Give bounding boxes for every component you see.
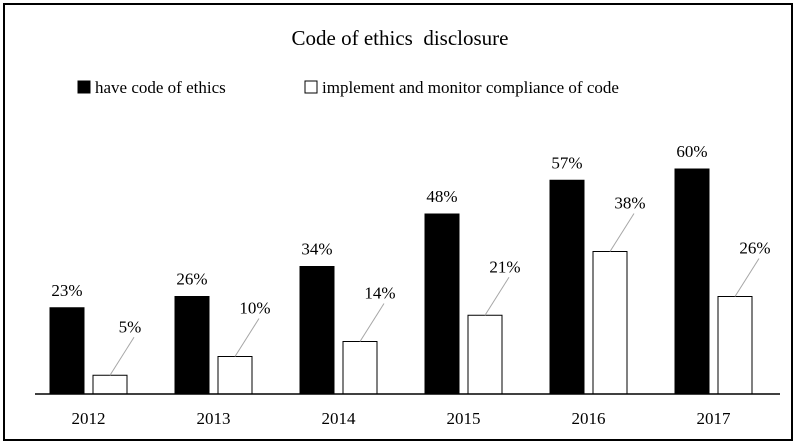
bar-implement-monitor-2016 (592, 251, 628, 395)
leader-line-2013 (234, 318, 260, 357)
bar-have-code-2013 (174, 296, 210, 395)
x-tick-label-2016: 2016 (572, 409, 606, 428)
data-label-implement-monitor-2016: 38% (614, 194, 645, 213)
legend-swatch-have-code (77, 80, 91, 94)
data-label-implement-monitor-2013: 10% (239, 299, 270, 318)
bar-implement-monitor-2014 (342, 341, 378, 395)
data-label-have-code-2014: 34% (301, 240, 332, 259)
legend: have code of ethics implement and monito… (77, 78, 619, 97)
leader-line-2014 (359, 303, 385, 342)
data-label-implement-monitor-2015: 21% (489, 257, 520, 276)
x-tick-label-2014: 2014 (322, 409, 357, 428)
leader-line-2017 (734, 258, 760, 297)
bar-implement-monitor-2012 (92, 374, 128, 395)
chart-frame (3, 3, 793, 441)
x-tick-label-2012: 2012 (72, 409, 106, 428)
bars-layer: 23% 5% 26% 10% 34% 14% 48% 21% 57% 38% 60% 26% (49, 142, 771, 395)
x-tick-label-2013: 2013 (197, 409, 231, 428)
bar-have-code-2017 (674, 168, 710, 395)
bar-have-code-2015 (424, 213, 460, 395)
data-label-have-code-2016: 57% (551, 153, 582, 172)
bar-implement-monitor-2013 (217, 356, 253, 395)
data-label-implement-monitor-2017: 26% (739, 239, 770, 258)
bar-have-code-2012 (49, 307, 85, 395)
data-label-have-code-2015: 48% (426, 187, 457, 206)
data-label-implement-monitor-2012: 5% (119, 317, 142, 336)
legend-label-have-code: have code of ethics (95, 78, 226, 97)
data-label-have-code-2013: 26% (176, 270, 207, 289)
leader-line-2015 (484, 276, 510, 316)
x-tick-label-2015: 2015 (447, 409, 481, 428)
x-tick-label-2017: 2017 (697, 409, 732, 428)
x-tick-labels: 2012 2013 2014 2015 2016 2017 (72, 409, 732, 428)
leader-line-2012 (109, 336, 135, 376)
data-label-implement-monitor-2014: 14% (364, 284, 395, 303)
bar-implement-monitor-2017 (717, 296, 753, 395)
bar-have-code-2014 (299, 266, 335, 395)
bar-implement-monitor-2015 (467, 314, 503, 395)
bar-have-code-2016 (549, 179, 585, 395)
leader-line-2016 (609, 213, 635, 252)
legend-label-implement-monitor: implement and monitor compliance of code (322, 78, 619, 97)
chart-title: Code of ethics disclosure (292, 26, 509, 50)
data-label-have-code-2017: 60% (676, 142, 707, 161)
legend-swatch-implement-monitor (304, 80, 318, 94)
data-label-have-code-2012: 23% (51, 281, 82, 300)
